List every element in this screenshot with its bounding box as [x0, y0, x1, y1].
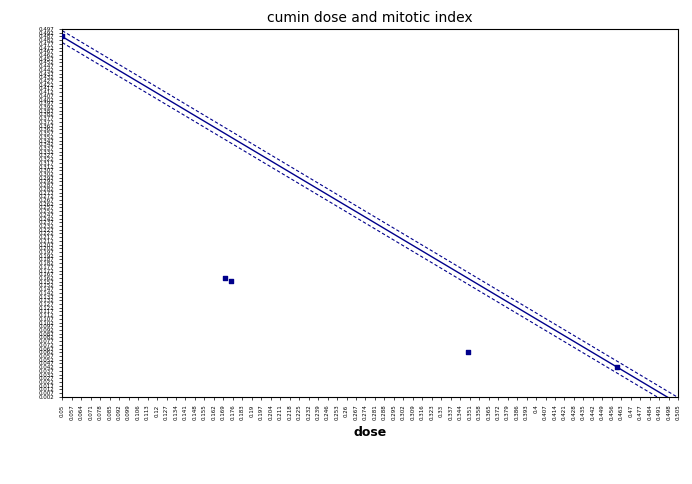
Title: cumin dose and mitotic index: cumin dose and mitotic index [267, 11, 473, 25]
Point [226, 277, 237, 285]
X-axis label: dose: dose [354, 426, 387, 439]
Point [57, 32, 68, 40]
Point [463, 348, 474, 356]
Point [219, 274, 230, 282]
Point [612, 363, 623, 371]
